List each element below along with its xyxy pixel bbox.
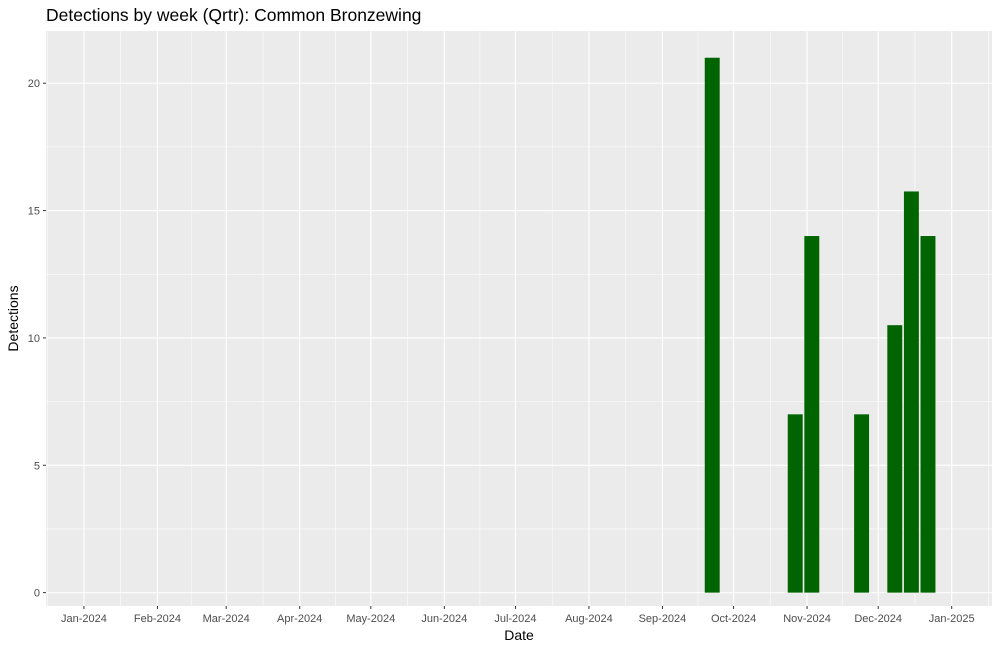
x-tick-label: Oct-2024 [711,613,756,625]
x-tick-label: Jan-2025 [929,613,975,625]
y-axis-title: Detections [5,285,21,351]
x-tick-label: Jul-2024 [494,613,536,625]
bars [704,57,936,593]
y-axis: 0 5 10 15 20 [28,78,46,600]
x-tick-label: Sep-2024 [639,613,687,625]
x-tick-label: Jun-2024 [421,613,467,625]
bar [887,325,903,593]
x-axis: Jan-2024 Feb-2024 Mar-2024 Apr-2024 May-2024… [61,606,975,625]
x-axis-title: Date [504,627,534,643]
bar [903,191,919,593]
x-tick-label: Nov-2024 [783,613,831,625]
bar [787,414,803,593]
y-tick-label: 10 [28,333,40,345]
y-tick-label: 5 [34,460,40,472]
x-tick-label: Jan-2024 [61,613,107,625]
major-gridlines [46,31,992,606]
y-tick-label: 20 [28,78,40,90]
x-tick-label: Apr-2024 [277,613,322,625]
bar [804,236,820,593]
x-tick-label: Dec-2024 [854,613,902,625]
x-tick-label: Feb-2024 [134,613,181,625]
x-tick-label: Aug-2024 [565,613,613,625]
y-tick-label: 15 [28,206,40,218]
x-tick-label: Mar-2024 [203,613,250,625]
bar [854,414,870,593]
chart-title: Detections by week (Qrtr): Common Bronze… [46,5,422,25]
y-tick-label: 0 [34,588,40,600]
bar [704,57,720,593]
x-tick-label: May-2024 [346,613,395,625]
plot-panel [46,31,992,606]
bar [920,236,936,593]
